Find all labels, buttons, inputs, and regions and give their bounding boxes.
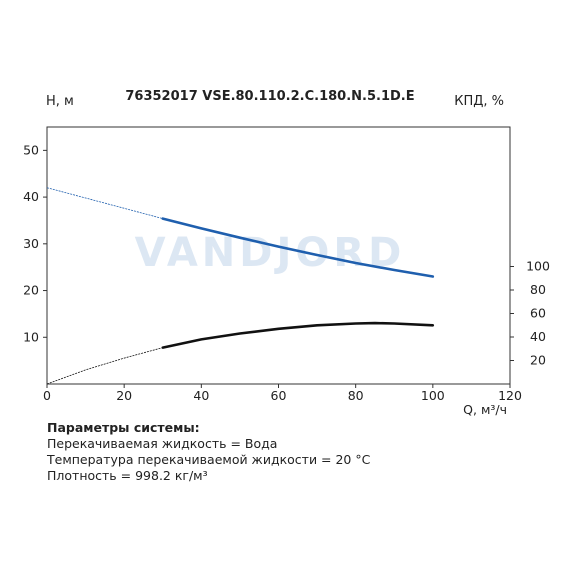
y-left-tick-label: 40 xyxy=(23,189,39,204)
temperature-line: Температура перекачиваемой жидкости = 20… xyxy=(47,452,371,467)
x-tick-label: 120 xyxy=(498,388,522,403)
y-left-tick-label: 30 xyxy=(23,236,39,251)
y-axis-left-label: H, м xyxy=(46,94,74,109)
watermark: VANDJORD xyxy=(135,230,406,276)
y-left-tick-label: 20 xyxy=(23,283,39,298)
x-tick-label: 20 xyxy=(116,388,132,403)
y-axis-right-label: КПД, % xyxy=(454,94,504,109)
curve-efficiency-extrapolated xyxy=(46,347,163,385)
x-tick-label: 40 xyxy=(193,388,209,403)
y-left-tick-label: 50 xyxy=(23,142,39,157)
curve-head xyxy=(161,217,435,278)
curve-head-extrapolated xyxy=(46,187,163,219)
density-line: Плотность = 998.2 кг/м³ xyxy=(47,468,208,483)
x-tick-label: 0 xyxy=(43,388,51,403)
chart-title: 76352017 VSE.80.110.2.C.180.N.5.1D.E xyxy=(125,89,414,104)
y-left-tick-label: 10 xyxy=(23,329,39,344)
y-right-tick-label: 80 xyxy=(530,282,546,297)
y-right-tick-label: 20 xyxy=(530,353,546,368)
fluid-line: Перекачиваемая жидкость = Вода xyxy=(47,436,278,451)
x-axis-label: Q, м³/ч xyxy=(463,402,507,417)
curve-efficiency xyxy=(161,321,435,349)
y-right-tick-label: 60 xyxy=(530,306,546,321)
x-tick-label: 60 xyxy=(271,388,287,403)
system-parameters: Параметры системы: Перекачиваемая жидкос… xyxy=(47,420,370,484)
system-parameters-header: Параметры системы: xyxy=(47,420,200,435)
x-tick-label: 80 xyxy=(348,388,364,403)
x-tick-label: 100 xyxy=(421,388,445,403)
y-right-tick-label: 40 xyxy=(530,329,546,344)
y-right-tick-label: 100 xyxy=(526,259,550,274)
